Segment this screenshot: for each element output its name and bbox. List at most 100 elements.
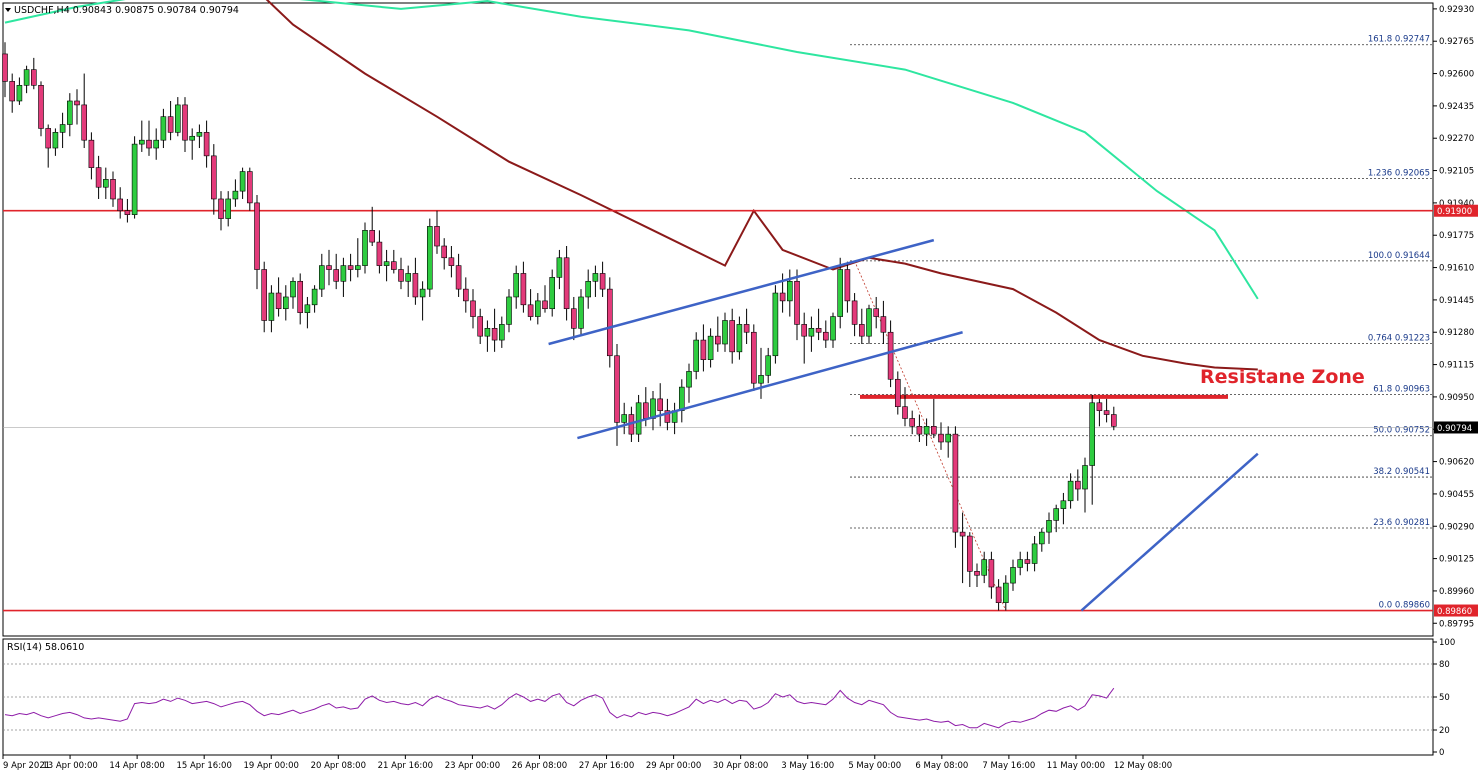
bear-candle-body xyxy=(376,241,383,266)
chart-menu-icon[interactable] xyxy=(5,8,11,12)
candle xyxy=(902,387,908,427)
price-panel-frame xyxy=(2,2,1434,637)
bull-candle-body xyxy=(282,296,289,310)
bull-candle-body xyxy=(678,386,685,411)
bear-candle-body xyxy=(916,426,923,435)
horizontal-levels xyxy=(3,209,1433,612)
candle xyxy=(318,253,325,297)
candle xyxy=(398,257,404,290)
time-tick-label: 12 May 08:00 xyxy=(1114,761,1172,771)
price-tick-label: 0.92435 xyxy=(1439,102,1474,112)
bear-candle-body xyxy=(887,331,894,380)
ma-brown-line xyxy=(265,0,1258,371)
bear-candle-body xyxy=(117,198,123,212)
fib-label: 0.0 0.89860 xyxy=(1379,601,1430,611)
candle xyxy=(326,249,332,286)
candle xyxy=(412,257,419,305)
candle xyxy=(297,273,304,325)
candle xyxy=(362,222,368,274)
bull-candle-body xyxy=(131,143,138,215)
candle xyxy=(585,269,592,309)
time-tick-label: 19 Apr 00:00 xyxy=(244,761,299,771)
candle xyxy=(282,285,289,321)
candle xyxy=(599,261,606,297)
bull-candle-body xyxy=(1017,559,1024,568)
bear-candle-body xyxy=(441,245,448,259)
bear-candle-body xyxy=(333,269,340,282)
bull-candle-body xyxy=(426,226,433,290)
bull-candle-body xyxy=(866,308,872,337)
candle xyxy=(966,532,973,588)
candle xyxy=(938,422,944,450)
bear-candle-body xyxy=(801,324,808,337)
candle xyxy=(247,167,253,211)
bear-candle-body xyxy=(38,85,44,129)
time-tick-label: 27 Apr 16:00 xyxy=(579,761,634,771)
candle xyxy=(462,277,469,313)
price-tick-label: 0.91940 xyxy=(1439,199,1474,209)
bull-candle-body xyxy=(578,296,584,329)
price-tick-label: 0.90620 xyxy=(1439,458,1474,468)
level-price-label-box xyxy=(1434,204,1478,217)
bull-candle-body xyxy=(1046,520,1052,533)
candle xyxy=(959,512,966,584)
bear-candle-body xyxy=(88,139,95,168)
candle xyxy=(218,191,224,231)
candle xyxy=(887,320,894,388)
candle xyxy=(160,108,167,149)
bull-candle-body xyxy=(290,280,296,298)
candle xyxy=(534,293,541,325)
bull-candle-body xyxy=(513,273,520,298)
time-tick-label: 23 Apr 00:00 xyxy=(445,761,500,771)
candle xyxy=(837,257,844,329)
rsi-tick-label: 20 xyxy=(1439,726,1450,736)
fib-label: 50.0 0.90752 xyxy=(1373,426,1430,436)
candle xyxy=(146,120,152,156)
bull-candle-body xyxy=(1031,543,1038,564)
candle xyxy=(124,198,131,223)
candle xyxy=(333,253,340,290)
bull-candle-body xyxy=(196,132,203,137)
candle xyxy=(707,328,714,368)
time-tick-label: 3 May 16:00 xyxy=(781,761,834,771)
candle xyxy=(930,398,937,439)
bull-candle-body xyxy=(1039,531,1045,545)
price-tick-label: 0.92270 xyxy=(1439,134,1474,144)
candle xyxy=(880,300,887,344)
fib-label: 38.2 0.90541 xyxy=(1373,467,1430,477)
bull-candle-body xyxy=(549,277,556,310)
candle xyxy=(139,120,145,152)
bear-candle-body xyxy=(434,226,440,247)
candle xyxy=(167,100,174,141)
candle xyxy=(844,261,851,313)
candle xyxy=(383,249,390,282)
time-tick-label: 5 May 00:00 xyxy=(848,761,901,771)
bear-candle-body xyxy=(261,269,268,321)
bull-candle-body xyxy=(175,104,181,133)
bull-candle-body xyxy=(268,292,275,321)
bear-candle-body xyxy=(858,324,865,337)
bull-candle-body xyxy=(405,273,412,282)
price-tick-label: 0.90455 xyxy=(1439,490,1474,500)
bull-candle-body xyxy=(981,559,988,576)
candles xyxy=(2,42,1117,611)
bear-candle-body xyxy=(974,571,980,576)
bear-candle-body xyxy=(470,300,476,317)
rising-support-line xyxy=(1080,452,1259,612)
time-tick-label: 26 Apr 08:00 xyxy=(512,761,567,771)
candle xyxy=(211,144,217,215)
rsi-tick-label: 80 xyxy=(1439,660,1450,670)
candle xyxy=(95,155,102,199)
candle xyxy=(693,332,700,380)
candle xyxy=(1089,394,1095,505)
candle xyxy=(815,308,822,341)
candle xyxy=(81,73,87,149)
candle xyxy=(376,230,383,274)
candle xyxy=(390,249,397,274)
bull-candle-body xyxy=(23,69,30,86)
rsi-tick-label: 100 xyxy=(1439,638,1455,648)
candle xyxy=(520,261,527,313)
time-tick-label: 30 Apr 08:00 xyxy=(713,761,768,771)
bull-candle-body xyxy=(1082,465,1088,490)
bear-candle-body xyxy=(347,265,354,270)
